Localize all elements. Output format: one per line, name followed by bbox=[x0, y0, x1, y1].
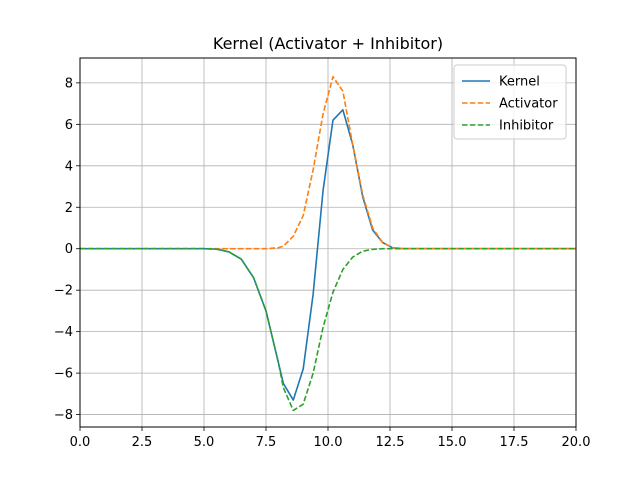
y-tick-label: 2 bbox=[65, 201, 73, 216]
x-tick-label: 10.0 bbox=[314, 435, 343, 450]
y-tick-label: 4 bbox=[65, 159, 73, 174]
series-lines bbox=[80, 75, 576, 412]
y-tick-label: −8 bbox=[54, 408, 73, 423]
y-tick-label: −6 bbox=[54, 367, 73, 382]
ticks: 0.0 2.5 5.0 7.5 10.0 12.5 15.0 17.5 20.0 −8 −6 −4 −2… bbox=[54, 76, 591, 450]
x-tick-label: 20.0 bbox=[562, 435, 591, 450]
x-tick-label: 12.5 bbox=[376, 435, 405, 450]
y-tick-label: 0 bbox=[65, 242, 73, 257]
series-line-activator bbox=[80, 75, 576, 250]
chart-title: Kernel (Activator + Inhibitor) bbox=[213, 34, 443, 53]
x-tick-label: 5.0 bbox=[194, 435, 215, 450]
y-tick-label: −2 bbox=[54, 284, 73, 299]
x-tick-label: 17.5 bbox=[500, 435, 529, 450]
legend-label-kernel: Kernel bbox=[499, 75, 540, 90]
x-tick-label: 15.0 bbox=[438, 435, 467, 450]
x-tick-label: 7.5 bbox=[256, 435, 277, 450]
x-tick-label: 2.5 bbox=[132, 435, 153, 450]
series-line-inhibitor bbox=[80, 247, 576, 412]
y-tick-label: 8 bbox=[65, 76, 73, 91]
legend-label-activator: Activator bbox=[499, 97, 558, 112]
y-tick-label: −4 bbox=[54, 325, 73, 340]
x-tick-label: 0.0 bbox=[70, 435, 91, 450]
legend-box bbox=[453, 64, 567, 140]
legend-label-inhibitor: Inhibitor bbox=[499, 119, 554, 134]
legend: Kernel Activator Inhibitor bbox=[453, 64, 567, 140]
y-tick-label: 6 bbox=[65, 118, 73, 133]
